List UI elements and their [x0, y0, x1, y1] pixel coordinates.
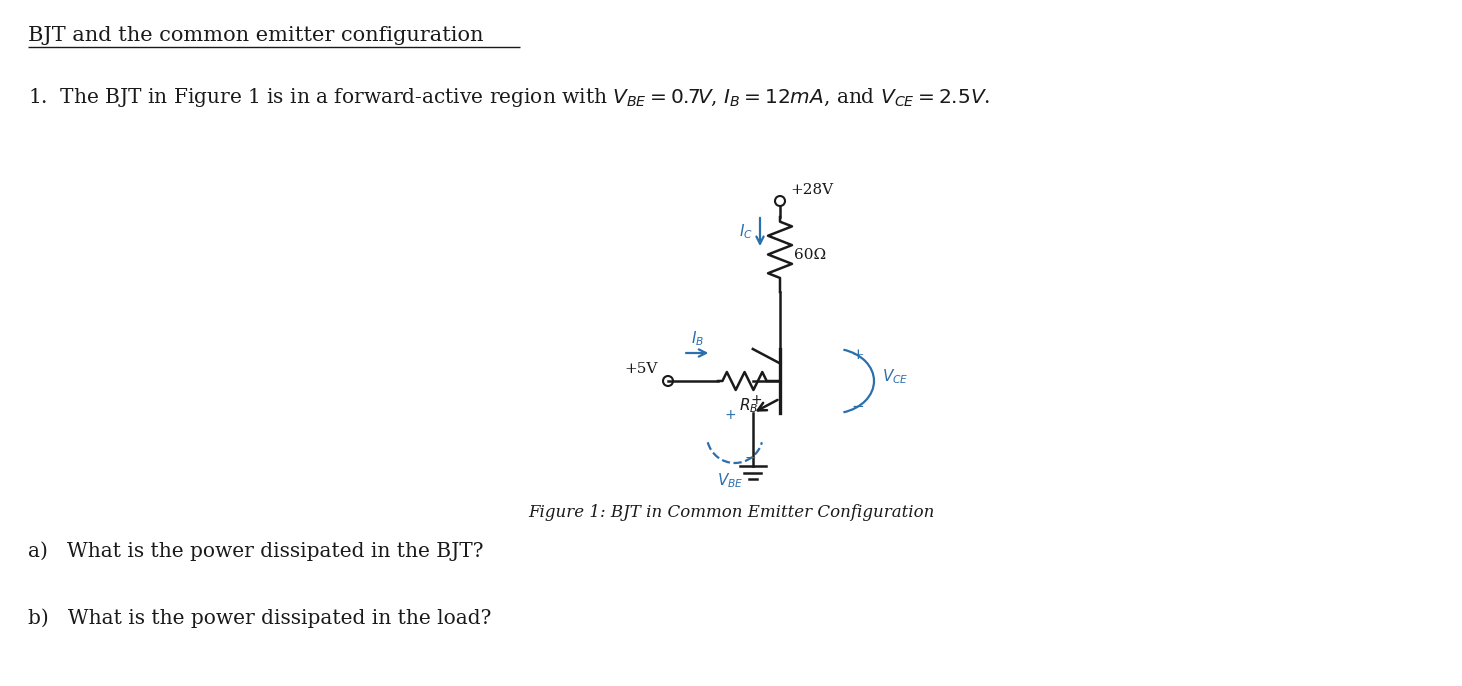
Text: Figure 1: BJT in Common Emitter Configuration: Figure 1: BJT in Common Emitter Configur… [528, 504, 934, 521]
Text: +: + [751, 393, 763, 407]
Text: $R_B$: $R_B$ [740, 396, 759, 415]
Text: $I_C$: $I_C$ [740, 223, 753, 241]
Text: −: − [852, 400, 864, 414]
Text: 1.  The BJT in Figure 1 is in a forward-active region with $V_{BE} = 0.7V$, $I_B: 1. The BJT in Figure 1 is in a forward-a… [28, 86, 990, 109]
Text: $V_{BE}$: $V_{BE}$ [716, 471, 743, 490]
Text: $I_B$: $I_B$ [690, 329, 703, 348]
Text: $V_{CE}$: $V_{CE}$ [882, 368, 908, 386]
Text: +5V: +5V [624, 362, 658, 376]
Text: a)   What is the power dissipated in the BJT?: a) What is the power dissipated in the B… [28, 541, 484, 560]
Text: +: + [725, 408, 737, 422]
Text: +: + [852, 348, 864, 362]
Text: b)   What is the power dissipated in the load?: b) What is the power dissipated in the l… [28, 608, 491, 628]
Text: BJT and the common emitter configuration: BJT and the common emitter configuration [28, 26, 484, 45]
Text: 60Ω: 60Ω [794, 248, 826, 261]
Text: −: − [744, 451, 756, 465]
Text: +28V: +28V [789, 183, 833, 197]
